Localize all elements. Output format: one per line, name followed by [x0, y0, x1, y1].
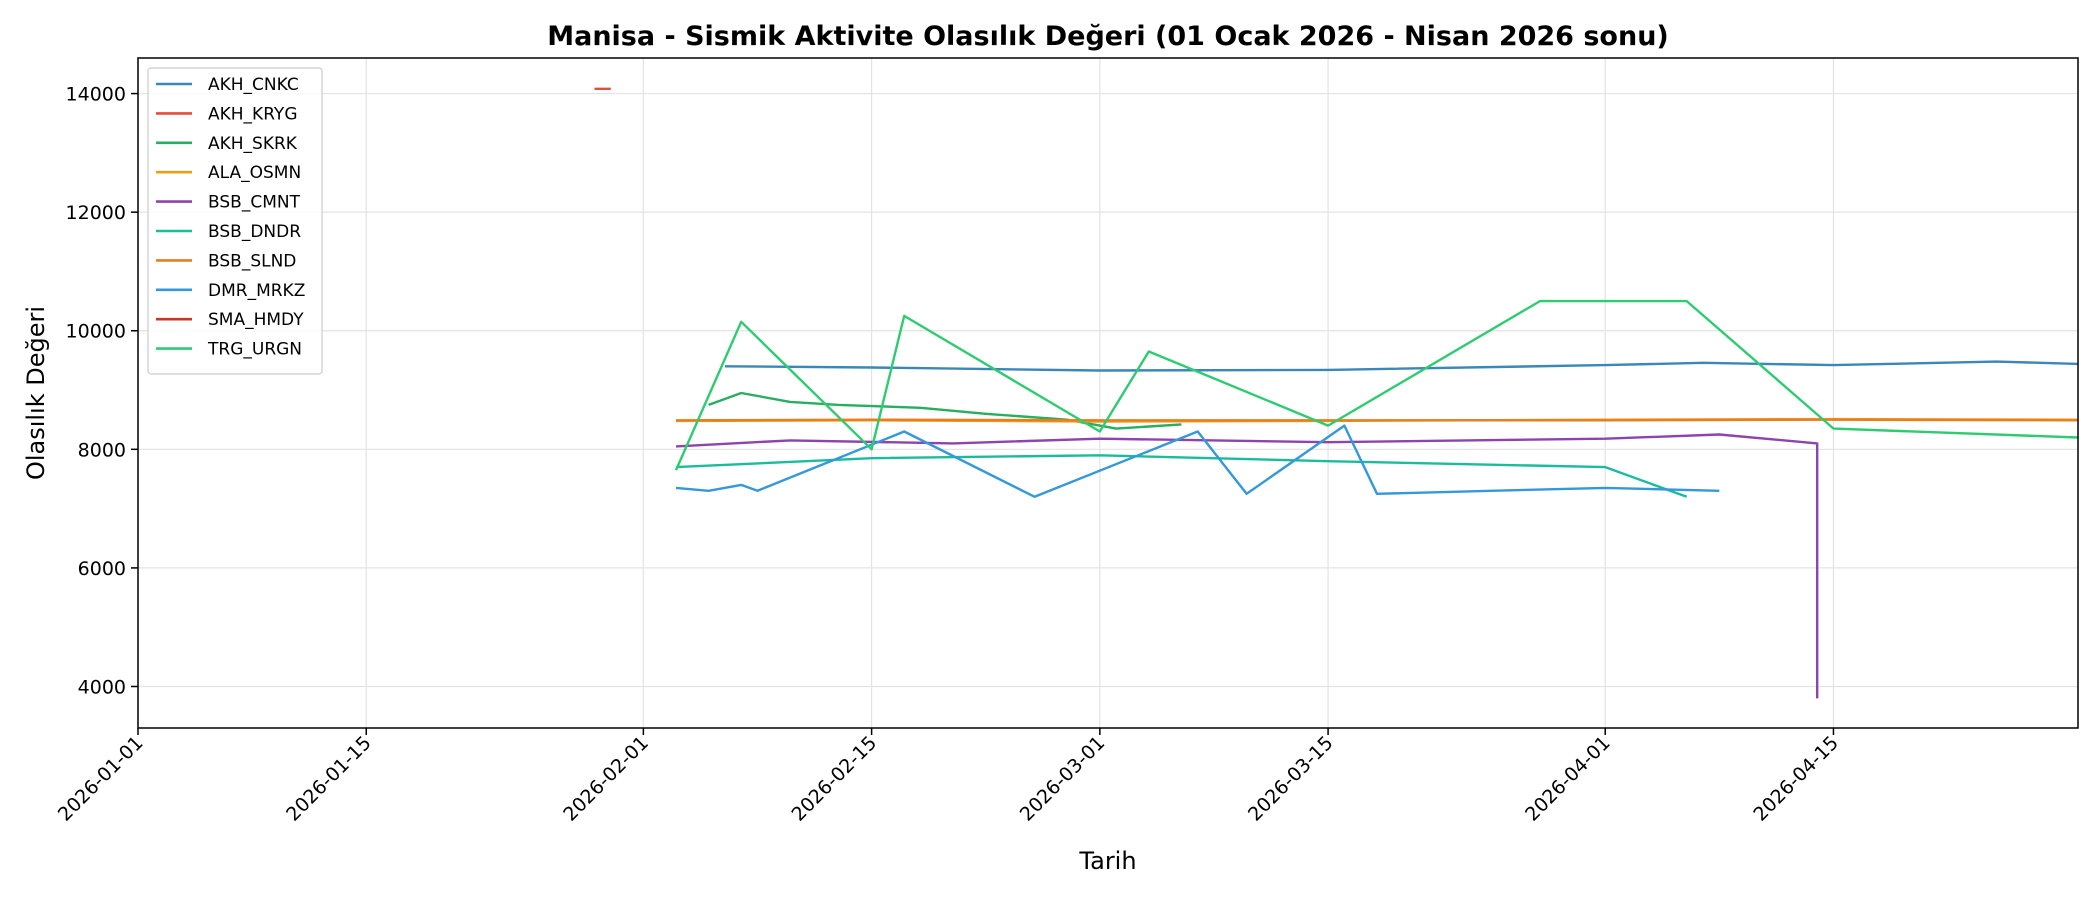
plot-frame	[137, 57, 2079, 729]
y-tick-label: 14000	[66, 84, 126, 106]
legend-label: AKH_CNKC	[208, 75, 299, 95]
x-tick-label: 2026-04-15	[1749, 732, 1843, 826]
legend-label: BSB_DNDR	[208, 222, 301, 242]
y-tick-label: 6000	[78, 558, 126, 580]
x-tick-label: 2026-03-15	[1244, 732, 1338, 826]
legend-label: SMA_HMDY	[208, 310, 304, 330]
chart-title: Manisa - Sismik Aktivite Olasılık Değeri…	[547, 21, 1669, 52]
series-line-bsb-cmnt	[675, 433, 1819, 699]
legend: AKH_CNKC AKH_KRYG AKH_SKRK ALA_OSMN BSB_CMNT…	[147, 67, 323, 375]
legend-label: ALA_OSMN	[208, 163, 301, 183]
legend-box	[147, 67, 323, 375]
x-tick-label: 2026-04-01	[1521, 732, 1615, 826]
y-axis-label: Olasılık Değeri	[22, 306, 50, 480]
series-line-bsb-dndr	[675, 454, 1688, 498]
series-line-trg-urgn	[674, 299, 2079, 471]
legend-label: BSB_CMNT	[208, 193, 301, 213]
y-tick-label: 12000	[66, 202, 126, 224]
legend-label: BSB_SLND	[208, 251, 296, 271]
x-tick-label: 2026-03-01	[1016, 732, 1110, 826]
series-line-akh-cnkc	[724, 360, 2079, 372]
y-tick-label: 8000	[78, 439, 126, 461]
series-line-dmr-mrkz	[675, 424, 1720, 498]
x-tick-label: 2026-01-15	[282, 732, 376, 826]
legend-label: AKH_SKRK	[208, 134, 298, 154]
x-axis-label: Tarih	[1078, 847, 1136, 875]
legend-label: AKH_KRYG	[208, 104, 298, 124]
x-tick-label: 2026-02-15	[788, 732, 882, 826]
series-layer	[594, 87, 2079, 699]
y-tick-label: 4000	[78, 676, 126, 698]
series-line-bsb-slnd	[675, 418, 2079, 422]
series-line-akh-skrk	[708, 391, 1182, 430]
y-tick-label: 10000	[66, 321, 126, 343]
legend-label: TRG_URGN	[207, 340, 302, 360]
grid-layer	[137, 58, 2078, 728]
x-tick-label: 2026-01-01	[54, 732, 148, 826]
legend-label: DMR_MRKZ	[208, 281, 305, 301]
x-tick-label: 2026-02-01	[559, 732, 653, 826]
